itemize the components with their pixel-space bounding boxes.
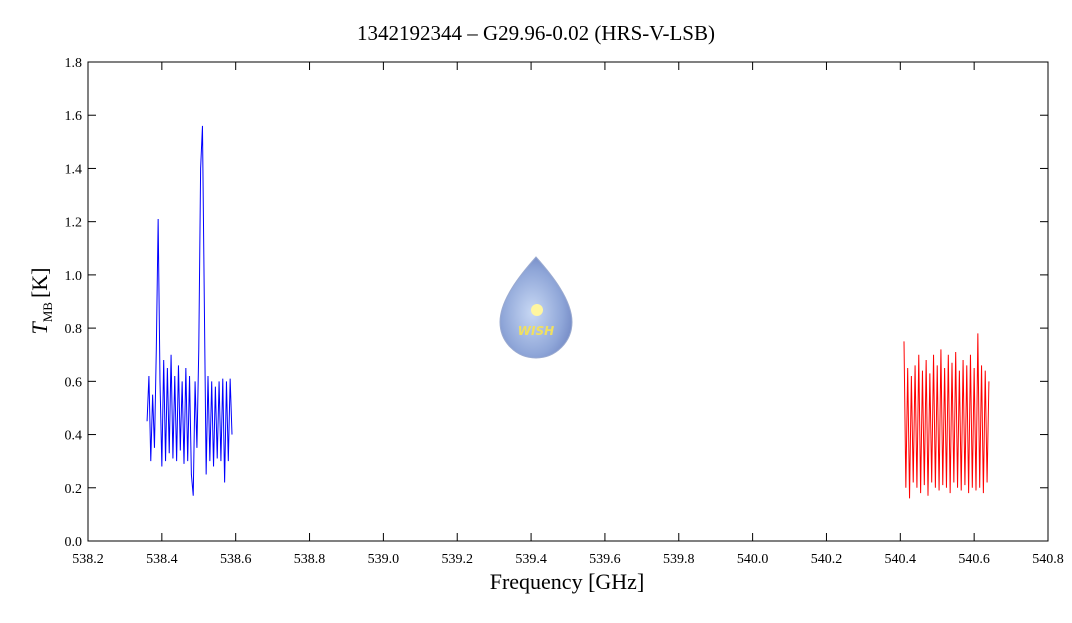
spectrum-line [903, 333, 990, 499]
y-label-symbol: T [27, 321, 52, 335]
x-tick-label: 540.0 [737, 552, 769, 567]
x-tick-label: 539.4 [515, 552, 547, 567]
x-tick-label: 540.8 [1032, 552, 1064, 567]
plot-frame [87, 61, 1049, 542]
x-tick-label: 539.2 [441, 552, 473, 567]
x-tick-label: 538.6 [220, 552, 252, 567]
x-tick-label: 538.4 [146, 552, 178, 567]
logo: WISH [499, 256, 573, 359]
y-label-unit: [K] [27, 267, 52, 298]
logo-star [531, 304, 543, 316]
x-axis-label: Frequency [GHz] [490, 569, 645, 594]
y-tick-label: 1.2 [65, 216, 83, 231]
y-tick-label: 0.6 [65, 375, 83, 390]
y-tick-label: 1.0 [65, 269, 83, 284]
y-axis-label: TMB [K] [27, 267, 55, 334]
y-tick-label: 0.2 [65, 482, 83, 497]
chart-title: 1342192344 – G29.96-0.02 (HRS-V-LSB) [357, 21, 715, 45]
x-tick-label: 539.8 [663, 552, 695, 567]
spectrum-line [146, 125, 233, 496]
x-tick-label: 538.8 [294, 552, 326, 567]
logo-text: WISH [518, 324, 554, 338]
y-label-subscript: MB [40, 302, 55, 323]
y-tick-label: 0.8 [65, 322, 83, 337]
x-tick-label: 539.6 [589, 552, 621, 567]
y-tick-label: 0.0 [65, 535, 83, 550]
x-tick-label: 540.2 [811, 552, 843, 567]
y-tick-label: 1.8 [65, 56, 83, 71]
x-tick-label: 540.4 [885, 552, 917, 567]
y-tick-label: 0.4 [65, 429, 83, 444]
x-tick-label: 540.6 [958, 552, 990, 567]
x-tick-label: 538.2 [72, 552, 104, 567]
x-tick-label: 539.0 [368, 552, 400, 567]
y-tick-label: 1.6 [65, 109, 83, 124]
y-tick-label: 1.4 [65, 162, 83, 177]
